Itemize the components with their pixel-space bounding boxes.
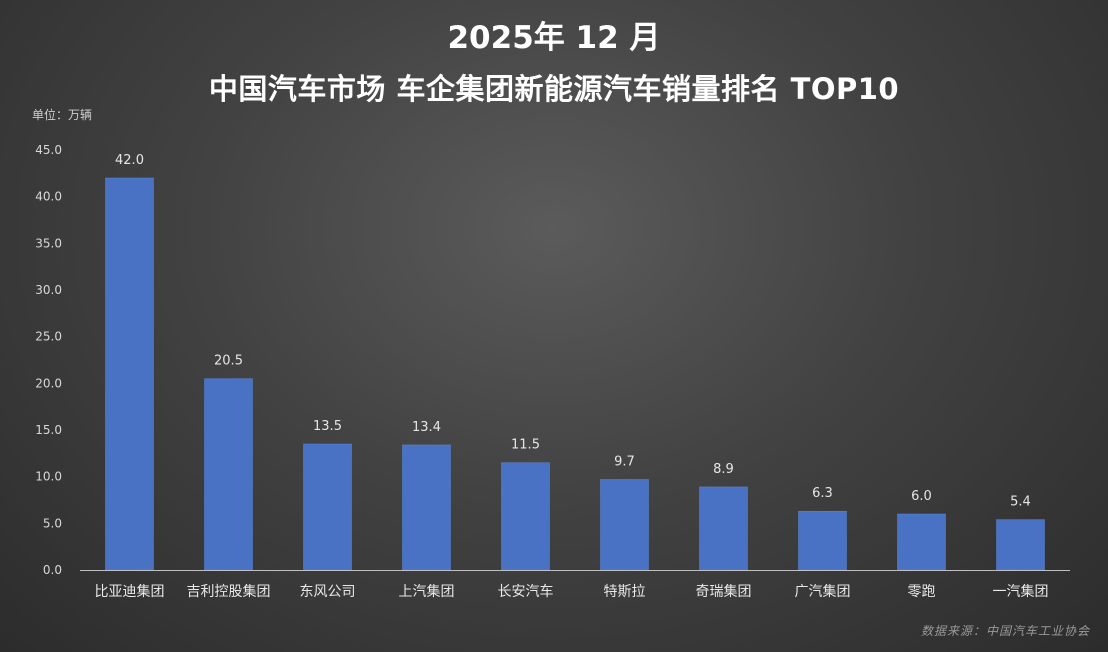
y-tick-label: 5.0 [43, 516, 62, 530]
y-tick-label: 35.0 [35, 236, 62, 250]
bar [798, 510, 847, 571]
bars-group [105, 177, 1045, 571]
y-tick-label: 40.0 [35, 190, 62, 204]
chart-title-line1: 2025年 12 月 [447, 20, 661, 56]
y-tick-label: 20.0 [35, 376, 62, 390]
bar [501, 462, 550, 571]
bar [699, 486, 748, 571]
category-label: 比亚迪集团 [95, 583, 165, 600]
category-label: 奇瑞集团 [696, 583, 752, 600]
y-tick-label: 10.0 [35, 470, 62, 484]
bar [303, 443, 352, 571]
category-label: 广汽集团 [795, 583, 851, 600]
bar-value-label: 11.5 [511, 438, 540, 453]
category-label: 特斯拉 [604, 584, 646, 600]
bar-value-label: 8.9 [713, 462, 734, 477]
bar-value-label: 9.7 [614, 454, 635, 469]
y-tick-label: 45.0 [35, 143, 62, 157]
category-label: 东风公司 [300, 584, 356, 600]
bar [105, 177, 154, 571]
bar-value-label: 6.0 [911, 489, 932, 504]
bar-value-label: 6.3 [812, 486, 833, 501]
category-label: 吉利控股集团 [187, 583, 271, 600]
bar [996, 519, 1045, 571]
category-label: 长安汽车 [498, 583, 554, 600]
y-tick-label: 0.0 [43, 563, 62, 577]
y-tick-label: 30.0 [35, 283, 62, 297]
bar-value-label: 20.5 [214, 354, 243, 369]
bar [204, 378, 253, 571]
bar [402, 444, 451, 571]
bar [600, 479, 649, 571]
unit-label: 单位：万辆 [32, 108, 93, 122]
chart-title-line2: 中国汽车市场 车企集团新能源汽车销量排名 TOP10 [208, 72, 900, 106]
category-labels-group: 比亚迪集团 吉利控股集团 东风公司 上汽集团 长安汽车 特斯拉 奇瑞集团 广汽集团 零跑 一汽集团 [95, 583, 1049, 600]
category-label: 上汽集团 [399, 583, 455, 600]
bar-value-label: 13.4 [412, 420, 441, 435]
bar-value-label: 13.5 [313, 419, 342, 434]
bar-value-label: 42.0 [115, 153, 144, 168]
value-labels-group: 42.0 20.5 13.5 13.4 11.5 9.7 8.9 6.3 6.0 5.4 [115, 153, 1031, 510]
bar-value-label: 5.4 [1010, 495, 1031, 510]
y-tick-label: 15.0 [35, 423, 62, 437]
y-tick-label: 25.0 [35, 330, 62, 344]
y-axis-ticks: 0.0 5.0 10.0 15.0 20.0 25.0 30.0 35.0 40.0 45.0 [35, 143, 62, 577]
category-label: 零跑 [908, 584, 936, 600]
bar [897, 513, 946, 571]
data-source-note: 数据来源：中国汽车工业协会 [920, 624, 1090, 638]
category-label: 一汽集团 [993, 583, 1049, 600]
